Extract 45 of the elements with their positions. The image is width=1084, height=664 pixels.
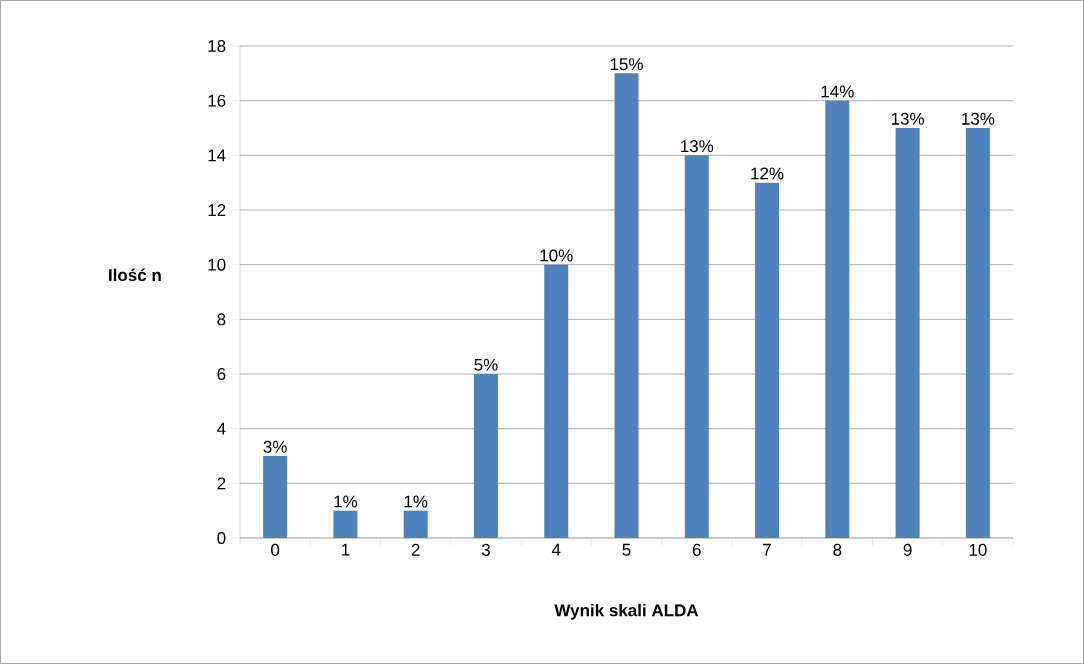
annotation: 13%: [681, 140, 714, 153]
bar: [473, 374, 498, 538]
bar: [333, 510, 358, 538]
bar: [614, 73, 639, 538]
x-tick-label: 5: [622, 543, 631, 556]
annotation: 13%: [962, 112, 995, 125]
x-tick-label: 3: [481, 543, 490, 556]
bar: [684, 155, 709, 538]
y-tick-label: 10: [208, 258, 226, 271]
y-tick-label: 12: [208, 204, 226, 216]
bar: [544, 264, 569, 538]
annotation: 3%: [263, 440, 287, 453]
bar: [403, 510, 428, 538]
y-tick-label: 0: [217, 531, 226, 545]
x-axis-title: Wynik skali ALDA: [554, 603, 699, 620]
x-tick-label: 9: [903, 543, 912, 556]
bar: [825, 100, 850, 538]
y-tick-label: 6: [217, 367, 226, 381]
annotation: 13%: [891, 112, 924, 125]
y-tick-label: 18: [208, 39, 226, 53]
annotation: 5%: [474, 358, 498, 371]
bar: [895, 128, 920, 538]
y-tick-label: 14: [208, 149, 226, 162]
y-tick-label: 16: [208, 94, 226, 107]
x-tick-label: 10: [969, 543, 987, 556]
bar: [965, 128, 990, 538]
bar: [263, 456, 288, 538]
y-axis-title: Ilość n: [109, 268, 161, 282]
y-tick-label: 8: [217, 313, 226, 326]
annotation: 15%: [610, 58, 643, 71]
x-tick-label: 8: [833, 543, 842, 556]
x-tick-label: 2: [411, 543, 420, 556]
x-tick-label: 6: [692, 543, 701, 556]
annotation: 14%: [821, 85, 854, 98]
x-tick-label: 7: [763, 543, 771, 556]
annotation: 1%: [404, 495, 428, 508]
x-tick-label: 1: [341, 543, 350, 556]
y-tick-label: 2: [217, 477, 226, 490]
x-tick-label: 0: [271, 543, 280, 556]
bar: [755, 182, 780, 538]
annotation: 1%: [334, 495, 358, 508]
y-tick-label: 4: [217, 422, 226, 435]
x-tick-label: 4: [551, 543, 561, 556]
annotation: 10%: [540, 249, 573, 262]
annotation: 12%: [751, 167, 784, 180]
